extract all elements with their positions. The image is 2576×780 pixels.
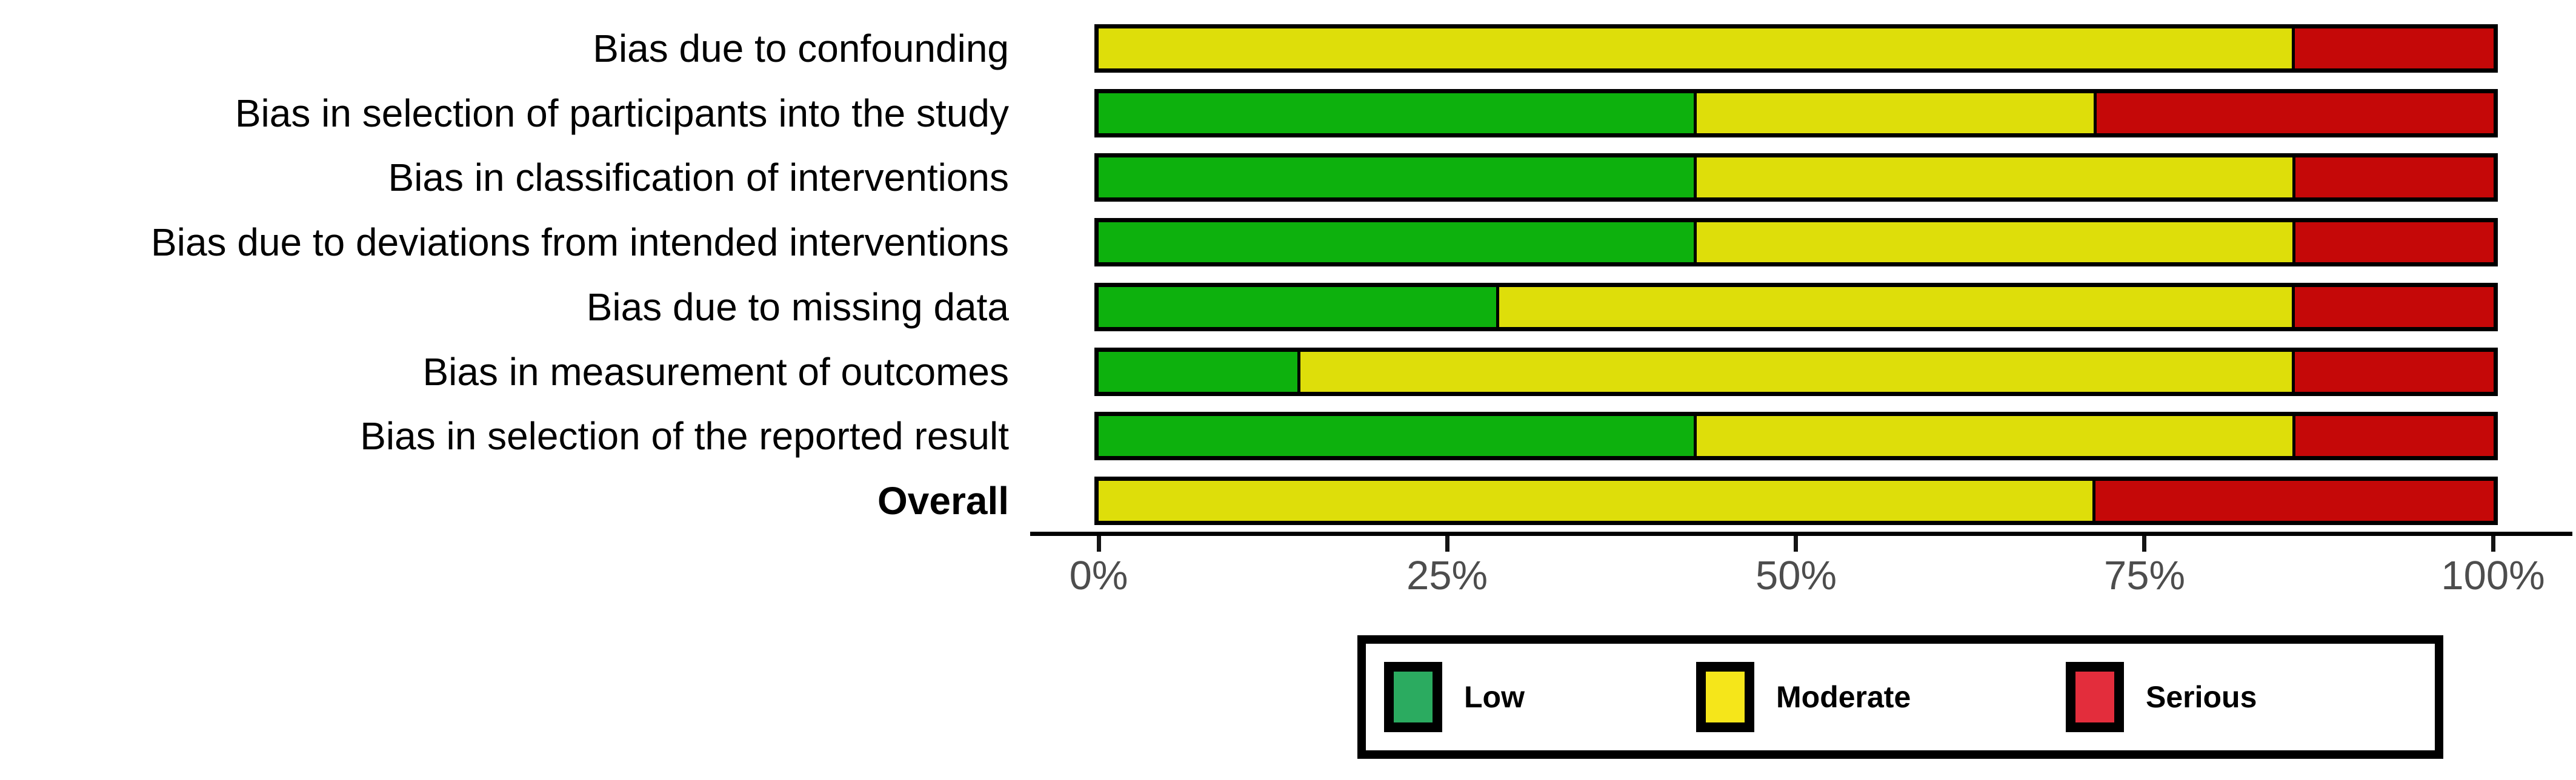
bar-segment-serious	[2094, 93, 2494, 133]
legend-item-serious: Serious	[2066, 644, 2257, 750]
bar-segment-serious	[2291, 28, 2494, 68]
legend-swatch-moderate	[1696, 662, 1754, 732]
x-axis-tick	[2142, 536, 2146, 552]
legend-item-low: Low	[1384, 644, 1525, 750]
bar-segment-moderate	[1694, 157, 2292, 197]
bar-segment-serious	[2092, 481, 2494, 521]
bar-segment-moderate	[1099, 28, 2292, 68]
category-label: Overall	[877, 479, 1009, 523]
legend-label: Serious	[2146, 680, 2257, 714]
category-label: Bias in selection of the reported result	[360, 414, 1009, 458]
category-label: Bias in measurement of outcomes	[422, 350, 1009, 394]
x-axis-line	[1030, 532, 2572, 536]
legend-swatch-serious	[2066, 662, 2124, 732]
legend-item-moderate: Moderate	[1696, 644, 1911, 750]
bar-segment-serious	[2292, 416, 2494, 456]
bar-segment-low	[1099, 222, 1694, 262]
category-label: Bias due to missing data	[586, 285, 1009, 329]
bar-row: Bias due to confounding	[0, 24, 2576, 73]
bar-segment-serious	[2292, 352, 2494, 392]
x-axis-tick-label: 25%	[1406, 553, 1488, 598]
x-axis-tick-label: 50%	[1755, 553, 1837, 598]
stacked-bar	[1094, 153, 2498, 202]
stacked-bar	[1094, 283, 2498, 331]
bar-segment-moderate	[1694, 93, 2094, 133]
x-axis-tick-label: 75%	[2103, 553, 2186, 598]
stacked-bar	[1094, 24, 2498, 73]
bar-row: Overall	[0, 477, 2576, 525]
bar-segment-low	[1099, 157, 1694, 197]
category-label: Bias in selection of participants into t…	[235, 91, 1009, 135]
legend: Low Moderate Serious	[1357, 635, 2443, 759]
bar-segment-low	[1099, 416, 1694, 456]
bar-segment-low	[1099, 93, 1694, 133]
bar-row: Bias in selection of participants into t…	[0, 89, 2576, 137]
legend-swatch-low	[1384, 662, 1442, 732]
x-axis-tick	[2491, 536, 2495, 552]
category-label: Bias due to confounding	[593, 27, 1009, 70]
category-label: Bias in classification of interventions	[388, 156, 1010, 199]
bar-row: Bias due to missing data	[0, 283, 2576, 331]
legend-label: Low	[1464, 680, 1525, 714]
bar-segment-serious	[2292, 222, 2494, 262]
x-axis-tick	[1445, 536, 1449, 552]
x-axis-tick	[1794, 536, 1798, 552]
x-axis-tick-label: 0%	[1069, 553, 1128, 598]
bar-segment-moderate	[1297, 352, 2292, 392]
x-axis-tick	[1097, 536, 1101, 552]
bar-segment-low	[1099, 352, 1297, 392]
bar-segment-moderate	[1496, 287, 2292, 327]
stacked-bar	[1094, 477, 2498, 525]
bar-segment-moderate	[1099, 481, 2093, 521]
bar-segment-serious	[2292, 157, 2494, 197]
x-axis-tick-label: 100%	[2441, 553, 2545, 598]
bar-row: Bias in selection of the reported result	[0, 412, 2576, 460]
bar-segment-moderate	[1694, 222, 2292, 262]
bar-row: Bias in classification of interventions	[0, 153, 2576, 202]
bar-row: Bias in measurement of outcomes	[0, 348, 2576, 396]
stacked-bar	[1094, 412, 2498, 460]
stacked-bar	[1094, 218, 2498, 266]
category-label: Bias due to deviations from intended int…	[151, 220, 1009, 264]
bar-segment-low	[1099, 287, 1496, 327]
bar-row: Bias due to deviations from intended int…	[0, 218, 2576, 266]
bar-segment-serious	[2292, 287, 2494, 327]
bar-segment-moderate	[1694, 416, 2292, 456]
legend-label: Moderate	[1776, 680, 1911, 714]
stacked-bar	[1094, 89, 2498, 137]
stacked-bar	[1094, 348, 2498, 396]
